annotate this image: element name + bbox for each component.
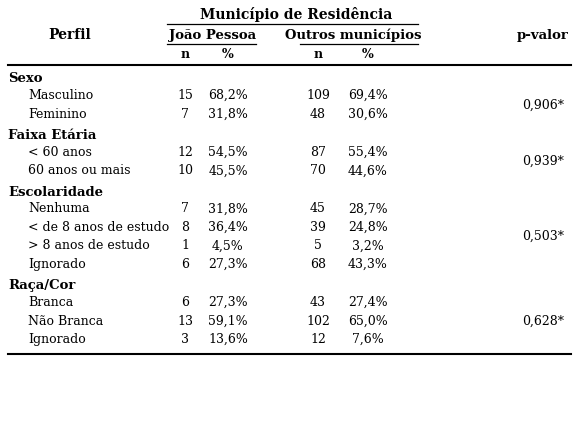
Text: 45,5%: 45,5%: [208, 164, 248, 177]
Text: 10: 10: [177, 164, 193, 177]
Text: 36,4%: 36,4%: [208, 221, 248, 234]
Text: 59,1%: 59,1%: [208, 315, 248, 328]
Text: 5: 5: [314, 240, 322, 252]
Text: 44,6%: 44,6%: [348, 164, 388, 177]
Text: 39: 39: [310, 221, 326, 234]
Text: 70: 70: [310, 164, 326, 177]
Text: Raça/Cor: Raça/Cor: [8, 280, 75, 292]
Text: Sexo: Sexo: [8, 73, 43, 86]
Text: p-valor: p-valor: [517, 28, 569, 42]
Text: n: n: [313, 49, 323, 61]
Text: 0,628*: 0,628*: [522, 315, 564, 328]
Text: Não Branca: Não Branca: [28, 315, 103, 328]
Text: Feminino: Feminino: [28, 108, 86, 121]
Text: 28,7%: 28,7%: [348, 203, 388, 215]
Text: 48: 48: [310, 108, 326, 121]
Text: João Pessoa: João Pessoa: [169, 28, 256, 42]
Text: < 60 anos: < 60 anos: [28, 146, 92, 159]
Text: 54,5%: 54,5%: [208, 146, 248, 159]
Text: 7: 7: [181, 203, 189, 215]
Text: Perfil: Perfil: [48, 28, 92, 42]
Text: 6: 6: [181, 258, 189, 271]
Text: n: n: [180, 49, 190, 61]
Text: 1: 1: [181, 240, 189, 252]
Text: 13: 13: [177, 315, 193, 328]
Text: 55,4%: 55,4%: [348, 146, 388, 159]
Text: 65,0%: 65,0%: [348, 315, 388, 328]
Text: 0,503*: 0,503*: [522, 230, 564, 243]
Text: 69,4%: 69,4%: [348, 89, 388, 102]
Text: 7,6%: 7,6%: [352, 333, 384, 346]
Text: 12: 12: [177, 146, 193, 159]
Text: 27,3%: 27,3%: [208, 296, 248, 309]
Text: 102: 102: [306, 315, 330, 328]
Text: Branca: Branca: [28, 296, 73, 309]
Text: 24,8%: 24,8%: [348, 221, 388, 234]
Text: 3,2%: 3,2%: [352, 240, 384, 252]
Text: 27,3%: 27,3%: [208, 258, 248, 271]
Text: Escolaridade: Escolaridade: [8, 186, 103, 199]
Text: 0,939*: 0,939*: [522, 155, 564, 168]
Text: 7: 7: [181, 108, 189, 121]
Text: 109: 109: [306, 89, 330, 102]
Text: Ignorado: Ignorado: [28, 258, 86, 271]
Text: 12: 12: [310, 333, 326, 346]
Text: Outros municípios: Outros municípios: [285, 28, 421, 42]
Text: 3: 3: [181, 333, 189, 346]
Text: 15: 15: [177, 89, 193, 102]
Text: 31,8%: 31,8%: [208, 203, 248, 215]
Text: 43,3%: 43,3%: [348, 258, 388, 271]
Text: > 8 anos de estudo: > 8 anos de estudo: [28, 240, 150, 252]
Text: 68: 68: [310, 258, 326, 271]
Text: 0,906*: 0,906*: [522, 98, 564, 111]
Text: Nenhuma: Nenhuma: [28, 203, 90, 215]
Text: 8: 8: [181, 221, 189, 234]
Text: 43: 43: [310, 296, 326, 309]
Text: 45: 45: [310, 203, 326, 215]
Text: 30,6%: 30,6%: [348, 108, 388, 121]
Text: Município de Residência: Município de Residência: [200, 7, 393, 22]
Text: 6: 6: [181, 296, 189, 309]
Text: Ignorado: Ignorado: [28, 333, 86, 346]
Text: %: %: [362, 49, 374, 61]
Text: 4,5%: 4,5%: [212, 240, 244, 252]
Text: < de 8 anos de estudo: < de 8 anos de estudo: [28, 221, 169, 234]
Text: 87: 87: [310, 146, 326, 159]
Text: 68,2%: 68,2%: [208, 89, 248, 102]
Text: 31,8%: 31,8%: [208, 108, 248, 121]
Text: %: %: [222, 49, 234, 61]
Text: 27,4%: 27,4%: [348, 296, 388, 309]
Text: Faixa Etária: Faixa Etária: [8, 129, 96, 142]
Text: 60 anos ou mais: 60 anos ou mais: [28, 164, 131, 177]
Text: 13,6%: 13,6%: [208, 333, 248, 346]
Text: Masculino: Masculino: [28, 89, 93, 102]
